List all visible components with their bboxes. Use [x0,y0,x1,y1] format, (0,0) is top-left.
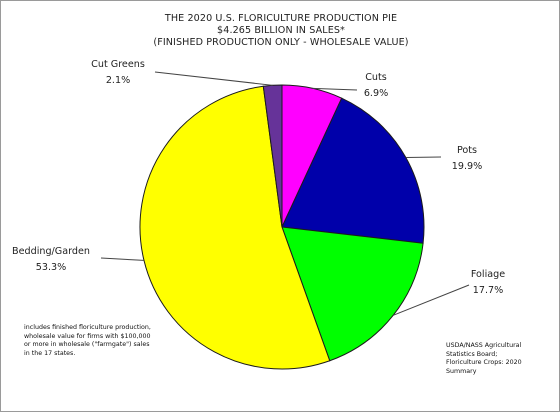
slice-label-cuts: Cuts [365,72,387,83]
slice-value-cuts: 6.9% [364,88,388,99]
chart-title-line-3: (FINISHED PRODUCTION ONLY - WHOLESALE VA… [153,37,409,48]
slice-label-foliage: Foliage [471,269,505,280]
source-text: USDA/NASS Agricultural Statistics Board;… [446,342,522,375]
slice-value-pots: 19.9% [452,161,482,172]
chart-title: THE 2020 U.S. FLORICULTURE PRODUCTION PI… [1,13,560,49]
leader-line-pots [405,156,442,159]
slice-label-bedding-garden: Bedding/Garden [12,246,90,257]
chart-title-line-1: THE 2020 U.S. FLORICULTURE PRODUCTION PI… [164,13,398,24]
leader-line-cut-greens [154,71,273,86]
footnote-text: includes finished floriculture productio… [24,324,151,357]
chart-title-line-2: $4.265 BILLION IN SALES* [217,25,345,36]
slice-value-bedding-garden: 53.3% [36,262,66,273]
leader-line-foliage [392,284,470,316]
slice-label-pots: Pots [457,145,477,156]
leader-line-cuts [312,87,358,91]
slice-value-cut-greens: 2.1% [106,75,130,86]
leader-line-bedding-garden [100,257,145,261]
slice-label-cut-greens: Cut Greens [91,59,145,70]
slice-value-foliage: 17.7% [473,285,503,296]
